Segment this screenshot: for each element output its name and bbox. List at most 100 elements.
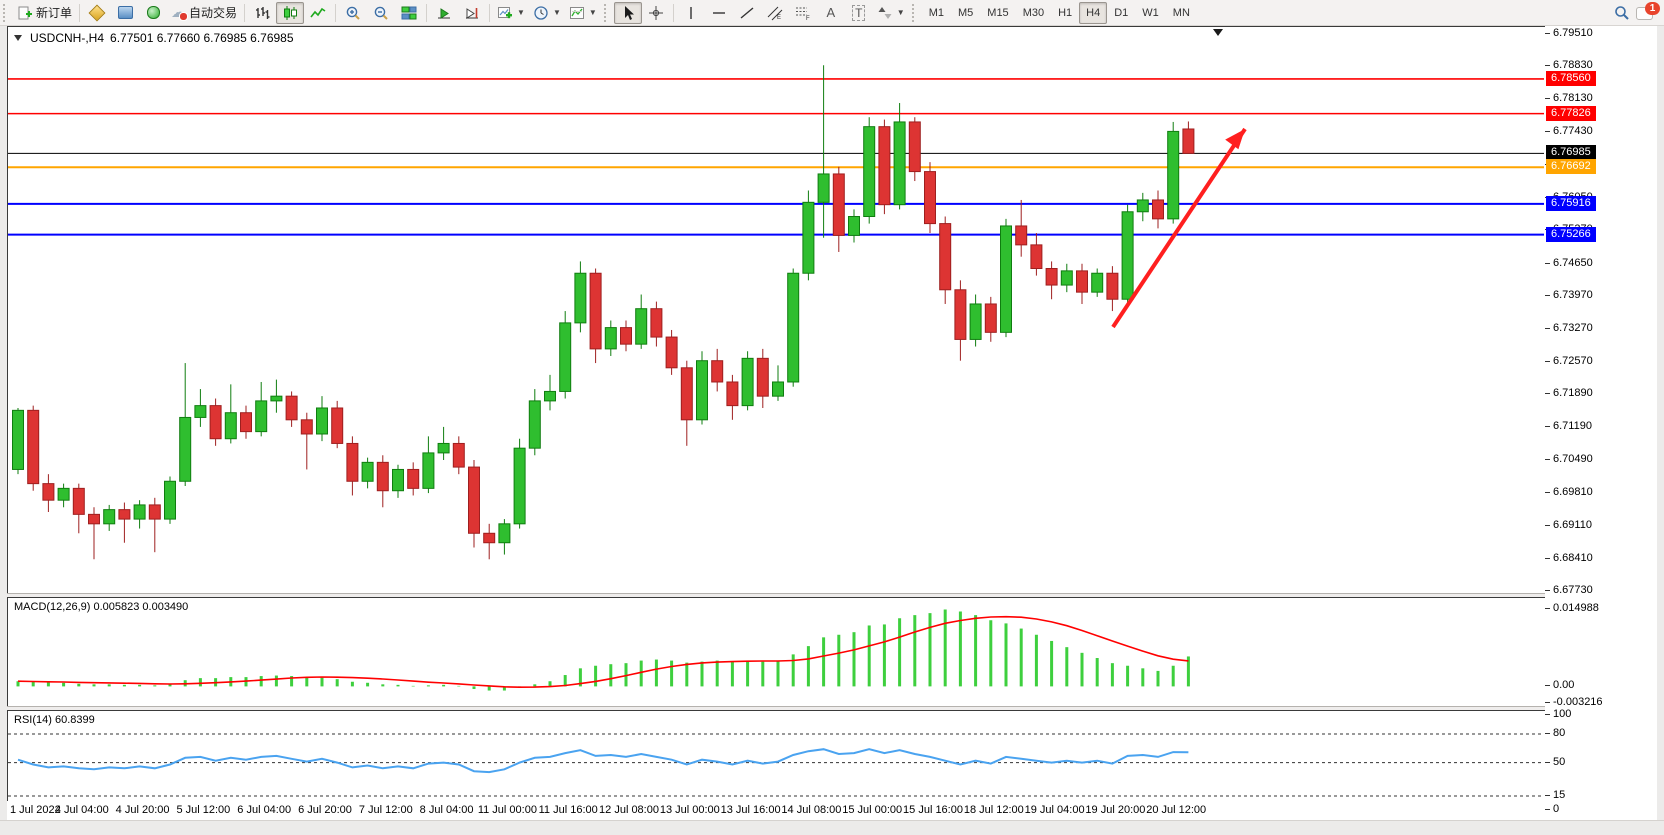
channel-icon: E [767,6,783,21]
candle-body [72,487,85,515]
axis-tick [1545,393,1550,394]
price-axis[interactable]: 6.795106.788306.781306.774306.767306.760… [1545,26,1657,820]
candle-body [42,483,55,501]
axis-tick [1545,492,1550,493]
chart-shift-button[interactable] [458,2,486,24]
trendline-tool-button[interactable] [733,2,761,24]
dropdown-caret-icon: ▼ [588,8,597,17]
timeframe-button-MN[interactable]: MN [1172,6,1190,19]
timeframe-button-D1[interactable]: D1 [1114,6,1129,19]
axis-tick [1545,131,1550,132]
auto-scroll-icon [438,7,451,19]
timeframe-button-H4[interactable]: H4 [1079,1,1108,24]
candlestick-chart[interactable] [8,27,1544,592]
axis-tick [1545,558,1550,559]
time-label: 4 Jul 04:00 [54,804,109,816]
crosshair-tool-button[interactable] [642,2,670,24]
time-label: 1 Jul 2022 [10,804,61,816]
notifications-button[interactable]: 1 [1636,1,1660,22]
zoom-out-button[interactable] [367,2,395,24]
new-order-button[interactable]: 新订单 [13,2,76,24]
candle-body [908,121,921,173]
one-click-trading-toggle-icon[interactable] [14,35,22,41]
chart-ohlc-values: 6.77501 6.77660 6.76985 6.76985 [110,31,294,45]
rsi-chart[interactable] [8,711,1544,800]
timeframe-button-H1[interactable]: H1 [1058,6,1073,19]
channel-tool-button[interactable]: E [761,2,789,24]
candle-body [559,322,572,392]
toolbar-grip[interactable] [911,3,919,22]
cursor-tool-button[interactable] [613,1,642,24]
price-badge: 6.75266 [1546,227,1596,242]
candle-body [209,405,222,440]
macd-tick-label: 0.00 [1553,679,1575,691]
candle-body [528,400,541,449]
market-watch-button[interactable] [111,2,139,24]
templates-dropdown-button[interactable]: ▼ [565,2,601,24]
toolbar-separator [489,3,491,22]
axis-tick [1545,33,1550,34]
timeframe-button-M30[interactable]: M30 [1022,6,1045,19]
periods-dropdown-button[interactable]: ▼ [529,2,565,24]
main-chart-pane[interactable]: USDCNH-,H4 6.77501 6.77660 6.76985 6.769… [7,26,1547,595]
toolbar-grip[interactable] [603,3,611,22]
candle-body [1091,272,1104,293]
chart-window-button[interactable] [83,2,111,24]
rsi-tick-label: 15 [1553,789,1566,801]
price-tick-label: 6.78830 [1553,59,1593,71]
macd-tick-label: 0.014988 [1553,602,1599,614]
new-chart-dropdown-button[interactable]: ▼ [493,2,529,24]
candle-body [696,360,708,421]
zoom-in-button[interactable] [339,2,367,24]
timeframe-button-M1[interactable]: M1 [928,6,944,19]
auto-trading-button[interactable]: ☁ 自动交易 [167,2,241,24]
candle-body [148,504,161,520]
candle-body [12,409,24,470]
chart-window[interactable]: USDCNH-,H4 6.77501 6.77660 6.76985 6.769… [7,26,1657,820]
candle-body [893,121,906,206]
candle-body [1182,128,1195,154]
price-badge: 6.76692 [1546,159,1596,174]
label-tool-button[interactable]: T [845,2,873,24]
candle-body [635,308,648,345]
cursor-icon [624,5,634,20]
chart-shift-marker-icon[interactable] [1213,29,1223,36]
horizontal-line-tool-button[interactable] [705,2,733,24]
axis-tick [1545,702,1550,703]
price-tick-label: 6.69110 [1553,519,1592,531]
monitor-icon [117,6,133,19]
time-label: 13 Jul 00:00 [659,804,720,816]
rsi-tick-label: 0 [1553,803,1560,815]
fibonacci-tool-button[interactable]: F [789,2,817,24]
auto-scroll-button[interactable] [430,2,458,24]
time-label: 15 Jul 16:00 [903,804,963,816]
candlestick-chart-button[interactable] [276,1,305,24]
signals-button[interactable] [139,2,167,24]
rsi-tick-label: 100 [1553,708,1572,720]
text-tool-button[interactable]: A [817,2,845,24]
macd-chart[interactable] [8,598,1544,705]
line-chart-button[interactable] [304,2,332,24]
timeframe-button-M5[interactable]: M5 [958,6,974,19]
toolbar-grip[interactable] [3,3,10,22]
vertical-line-tool-button[interactable] [677,2,705,24]
bar-chart-button[interactable] [248,2,276,24]
macd-pane[interactable]: MACD(12,26,9) 0.005823 0.003490 [7,597,1547,708]
candle-body [164,480,176,520]
rsi-pane[interactable]: RSI(14) 60.8399 [7,710,1547,803]
rsi-line [17,748,1189,774]
time-label: 20 Jul 12:00 [1146,804,1207,816]
axis-tick [1545,426,1550,427]
candle-body [285,395,298,421]
timeframe-button-W1[interactable]: W1 [1142,6,1159,19]
clock-icon [534,5,548,20]
price-tick-label: 6.68410 [1553,552,1593,564]
time-axis[interactable]: 1 Jul 2022 4 Jul 04:00 4 Jul 20:00 5 Jul 12… [7,801,1657,820]
tile-windows-button[interactable] [395,2,423,24]
timeframe-button-M15[interactable]: M15 [987,6,1009,19]
new-chart-icon [498,6,513,18]
candle-body [392,468,404,492]
arrows-dropdown-button[interactable]: ▼ [873,2,909,24]
search-button[interactable] [1608,2,1636,24]
price-badge: 6.77826 [1546,106,1596,121]
